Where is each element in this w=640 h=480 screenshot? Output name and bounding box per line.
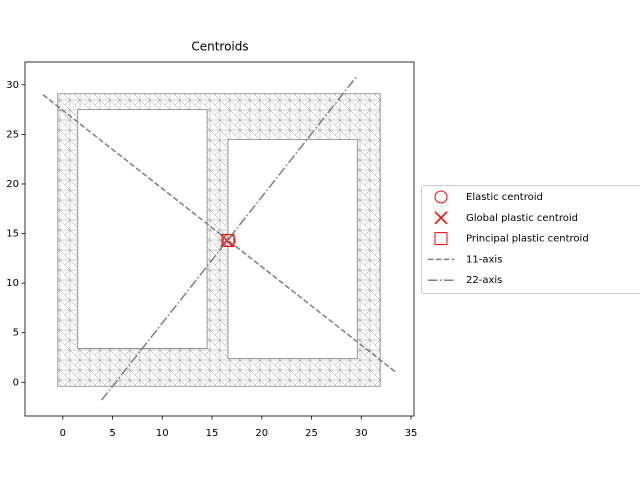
- legend: Elastic centroid Global plastic centroid P…: [421, 185, 640, 294]
- legend-label: 22-axis: [466, 275, 502, 286]
- x-tick-label: 10: [156, 428, 169, 439]
- legend-marker: [434, 211, 448, 225]
- x-tick-label: 30: [355, 428, 368, 439]
- x-tick-label: 35: [405, 428, 418, 439]
- legend-label: 11-axis: [466, 254, 502, 265]
- chart-title: Centroids: [191, 40, 248, 54]
- x-tick-label: 0: [60, 428, 66, 439]
- y-tick-label: 25: [6, 129, 19, 140]
- mesh-outline: [57, 93, 381, 387]
- x-tick-label: 25: [305, 428, 318, 439]
- y-tick-label: 0: [13, 377, 19, 388]
- x-tick-label: 20: [255, 428, 268, 439]
- mesh-outline: [77, 109, 208, 349]
- axis-line: [101, 76, 357, 401]
- x-tick-label: 15: [206, 428, 219, 439]
- y-tick-label: 10: [6, 278, 19, 289]
- y-tick-label: 20: [6, 179, 19, 190]
- legend-marker: [434, 232, 448, 246]
- axis-line: [42, 94, 397, 373]
- mesh-outline: [227, 138, 358, 359]
- centroid-marker: [221, 233, 235, 247]
- legend-marker: [434, 190, 448, 204]
- legend-label: Global plastic centroid: [466, 213, 578, 224]
- x-tick-label: 5: [109, 428, 115, 439]
- y-tick-label: 30: [6, 80, 19, 91]
- legend-label: Elastic centroid: [466, 192, 543, 203]
- mesh-fill: [57, 93, 381, 387]
- y-tick-label: 5: [13, 328, 19, 339]
- y-tick-label: 15: [6, 229, 19, 240]
- legend-box: [421, 185, 640, 294]
- legend-label: Principal plastic centroid: [466, 234, 589, 245]
- plot-frame: [24, 61, 415, 417]
